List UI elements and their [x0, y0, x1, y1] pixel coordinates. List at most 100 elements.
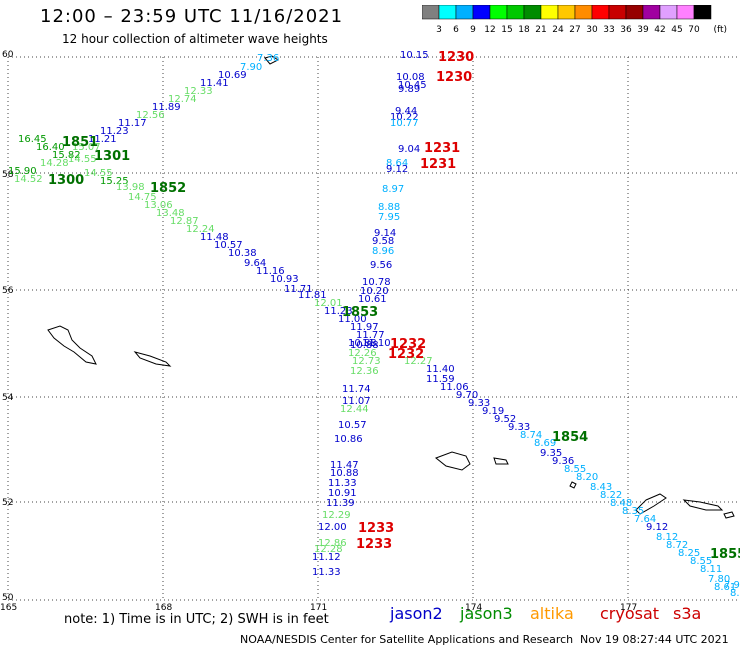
wave-height-value: 14.52: [14, 174, 43, 185]
longitude-label: 177: [620, 603, 637, 613]
wave-height-value: 10.22: [390, 112, 419, 123]
wave-height-value: 8.88: [378, 202, 400, 213]
satellite-legend-s3a: s3a: [673, 604, 702, 623]
wave-height-value: 11.12: [312, 552, 341, 563]
wave-height-value: 12.01: [314, 298, 343, 309]
island-outline: [493, 457, 509, 465]
generated-timestamp: Nov 19 08:27:44 UTC 2021: [580, 633, 729, 646]
wave-height-value: 9.33: [468, 398, 490, 409]
wave-height-values: 7.367.9010.6911.4112.3312.7411.8912.5611…: [0, 0, 740, 599]
wave-height-value: 12.56: [136, 110, 165, 121]
wave-height-value: 8.61: [714, 582, 736, 593]
pass-time-label: 1230: [436, 70, 472, 85]
wave-height-value: 11.33: [312, 567, 341, 578]
wave-height-value: 7.36: [257, 53, 279, 64]
legend-swatch: [472, 5, 491, 20]
legend-label: 18: [518, 25, 530, 35]
wave-height-value: 11.23: [100, 126, 129, 137]
legend-swatch: [642, 5, 661, 20]
legend-label: 6: [453, 25, 459, 35]
legend-label: 30: [586, 25, 598, 35]
wave-height-value: 12.24: [186, 224, 215, 235]
legend-swatch: [438, 5, 457, 20]
latitude-label: 60: [2, 50, 14, 60]
wave-height-value: 11.06: [440, 382, 469, 393]
island-outline: [133, 351, 172, 367]
legend-swatch: [574, 5, 593, 20]
wave-height-value: 7.90: [240, 62, 262, 73]
wave-height-value: 9.04: [398, 144, 420, 155]
wave-height-value: 11.48: [200, 232, 229, 243]
satellite-legend-jason3: jason3: [460, 604, 513, 623]
wave-height-value: 11.59: [426, 374, 455, 385]
wave-height-value: 14.55: [84, 168, 113, 179]
legend-swatch: [608, 5, 627, 20]
map-grid: [7, 56, 740, 601]
legend-label: 15: [501, 25, 512, 35]
wave-height-value: 13.48: [156, 208, 185, 219]
legend-swatch: [591, 5, 610, 20]
island-outline: [435, 451, 471, 471]
wave-height-value: 14.75: [128, 192, 157, 203]
island-outline: [682, 499, 724, 511]
wave-height-value: 7.91: [724, 580, 740, 591]
wave-height-value: 10.69: [218, 70, 247, 81]
legend-label: 36: [620, 25, 632, 35]
latitude-label: 58: [2, 170, 14, 180]
wave-height-value: 11.21: [88, 134, 117, 145]
latitude-label: 52: [2, 498, 13, 508]
wave-height-value: 8.97: [382, 184, 404, 195]
wave-height-value: 11.07: [342, 396, 371, 407]
wave-height-value: 8.20: [576, 472, 598, 483]
legend-swatch: [422, 5, 440, 20]
wave-height-value: 13.98: [116, 182, 145, 193]
wave-height-value: 15.90: [8, 166, 37, 177]
wave-height-value: 12.36: [350, 366, 379, 377]
island-outline: [723, 511, 735, 519]
wave-height-value: 10.88: [348, 338, 377, 349]
wave-height-value: 11.97: [350, 322, 379, 333]
island-outline: [569, 481, 577, 489]
wave-height-value: 10.86: [334, 434, 363, 445]
wave-height-value: 11.41: [200, 78, 229, 89]
wave-height-value: 10.77: [390, 118, 419, 129]
color-legend: 3 6 9 12 15 18 21 24 27 30 33 36 39 42 45 70 (ft): [422, 5, 727, 35]
latitude-labels: 60 58 56 54 52 50: [2, 50, 14, 603]
legend-swatch: [455, 5, 474, 20]
wave-height-value: 9.12: [646, 522, 668, 533]
wave-height-value: 15.82: [52, 150, 81, 161]
legend-swatch: [489, 5, 508, 20]
wave-height-value: 10.45: [398, 80, 427, 91]
wave-height-value: 8.35: [622, 506, 644, 517]
wave-height-value: 12.33: [184, 86, 213, 97]
wave-height-value: 12.00: [318, 522, 347, 533]
island-outline: [47, 325, 97, 365]
satellite-legend-cryosat: cryosat: [600, 604, 660, 623]
legend-swatch: [557, 5, 576, 20]
wave-height-value: 13.06: [144, 200, 173, 211]
wave-height-value: 12.44: [340, 404, 369, 415]
legend-label: 9: [470, 25, 476, 35]
wave-height-value: 7.64: [634, 514, 656, 525]
wave-height-value: 9.33: [508, 422, 530, 433]
wave-height-value: 8.48: [610, 498, 632, 509]
pass-time-label: 1232: [390, 337, 426, 352]
legend-label: 21: [535, 25, 546, 35]
legend-label: 24: [552, 25, 564, 35]
wave-height-value: 8.22: [600, 490, 622, 501]
wave-height-value: 9.19: [482, 406, 504, 417]
legend-swatch: [659, 5, 678, 20]
satellite-legend-jason2: jason2: [390, 604, 443, 623]
wave-height-value: 10.61: [358, 294, 387, 305]
wave-height-value: 10.38: [228, 248, 257, 259]
pass-time-label: 1300: [48, 173, 84, 188]
wave-height-value: 8.96: [372, 246, 394, 257]
wave-height-value: 10.86: [0, 0, 29, 3]
wave-height-value: 12.27: [404, 356, 433, 367]
legend-swatch: [693, 5, 712, 20]
wave-height-value: 9.64: [244, 258, 266, 269]
wave-height-value: 12.28: [314, 544, 343, 555]
pass-time-label: 1852: [150, 181, 186, 196]
satellite-legend-altika: altika: [530, 604, 574, 623]
wave-height-value: 7.95: [378, 212, 400, 223]
